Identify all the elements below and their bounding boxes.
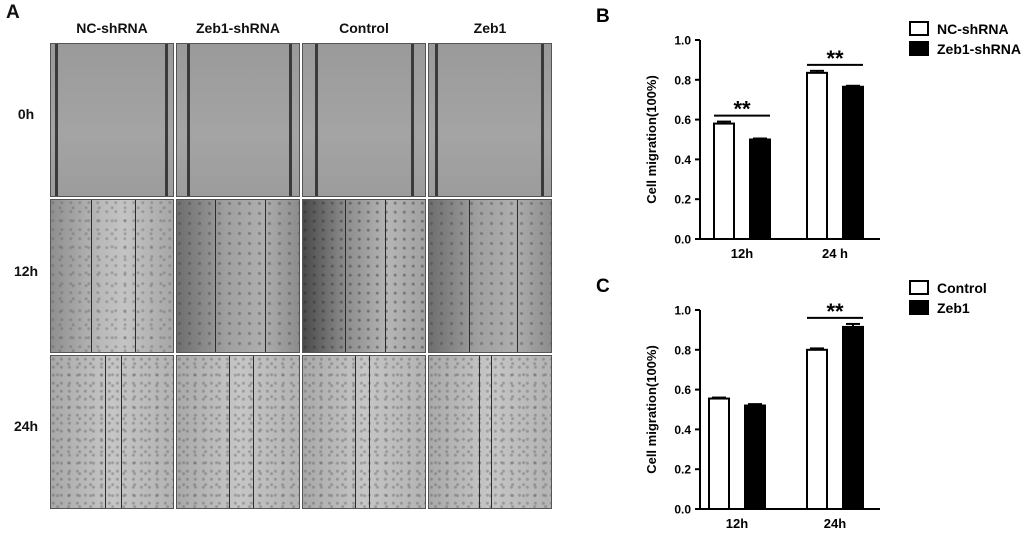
- column-header-zeb1: Zeb1: [473, 20, 507, 36]
- significance-marker: **: [826, 299, 844, 324]
- chart-panel-c: C 0.0 0.2 0.4 0.6 0.8 1.0 Cell migration(100%) 1…: [596, 276, 987, 531]
- micrograph-zeb1-0h: [428, 43, 552, 197]
- legend-swatch: [909, 280, 929, 295]
- chart-panel-b: B 0.0 0.2 0.4 0.6 0.8 1.0 Cell migration(100%) 1…: [596, 6, 1021, 261]
- bar: [713, 122, 735, 240]
- legend-swatch: [909, 21, 929, 36]
- y-tick-label: 0.6: [674, 383, 691, 397]
- y-tick-label: 0.2: [674, 193, 691, 207]
- x-tick-label: 24h: [824, 516, 846, 531]
- y-tick-label: 0.8: [674, 73, 691, 87]
- y-tick-label: 0.6: [674, 113, 691, 127]
- legend-label: Zeb1-shRNA: [937, 41, 1021, 57]
- column-header-zeb1-shrna: Zeb1-shRNA: [195, 20, 280, 36]
- legend-label: Control: [937, 280, 987, 296]
- bar: [744, 404, 766, 510]
- row-header-0h: 0h: [17, 106, 35, 122]
- legend-swatch: [909, 41, 929, 56]
- y-axis-label: Cell migration(100%): [644, 75, 659, 204]
- panel-c-letter: C: [596, 276, 610, 297]
- significance-marker: **: [733, 97, 751, 122]
- panel-b-letter: B: [596, 6, 610, 27]
- micrograph-nc-shrna-0h: [50, 43, 174, 197]
- x-tick-label: 24 h: [822, 246, 848, 261]
- y-tick-label: 0.4: [674, 153, 691, 167]
- micrograph-nc-shrna-12h: [50, 199, 174, 353]
- micrograph-control-24h: [302, 355, 426, 509]
- micrograph-zeb1-12h: [428, 199, 552, 353]
- y-tick-label: 1.0: [674, 34, 691, 48]
- x-tick-label: 12h: [731, 246, 753, 261]
- y-tick-label: 0.0: [674, 503, 691, 517]
- micrograph-control-0h: [302, 43, 426, 197]
- row-header-24h: 24h: [13, 418, 39, 434]
- y-tick-label: 0.8: [674, 343, 691, 357]
- y-tick-label: 0.4: [674, 423, 691, 437]
- y-axis-label: Cell migration(100%): [644, 345, 659, 474]
- bar: [806, 71, 828, 240]
- micrograph-zeb1-24h: [428, 355, 552, 509]
- micrograph-zeb1-shrna-24h: [176, 355, 300, 509]
- y-tick-label: 1.0: [674, 304, 691, 318]
- column-header-nc-shrna: NC-shRNA: [76, 20, 148, 36]
- bar: [806, 348, 828, 510]
- micrograph-control-12h: [302, 199, 426, 353]
- bar: [842, 85, 864, 240]
- micrograph-nc-shrna-24h: [50, 355, 174, 509]
- bar: [749, 138, 771, 240]
- legend-label: Zeb1: [937, 300, 970, 316]
- legend-swatch: [909, 300, 929, 315]
- micrograph-zeb1-shrna-12h: [176, 199, 300, 353]
- significance-marker: **: [826, 46, 844, 71]
- row-header-12h: 12h: [13, 263, 39, 279]
- y-tick-label: 0.2: [674, 463, 691, 477]
- column-header-control: Control: [339, 20, 389, 36]
- bar: [842, 325, 864, 511]
- bar: [708, 397, 730, 510]
- legend-label: NC-shRNA: [937, 21, 1009, 37]
- micrograph-zeb1-shrna-0h: [176, 43, 300, 197]
- x-tick-label: 12h: [726, 516, 748, 531]
- panel-a-letter: A: [6, 2, 20, 23]
- y-tick-label: 0.0: [674, 233, 691, 247]
